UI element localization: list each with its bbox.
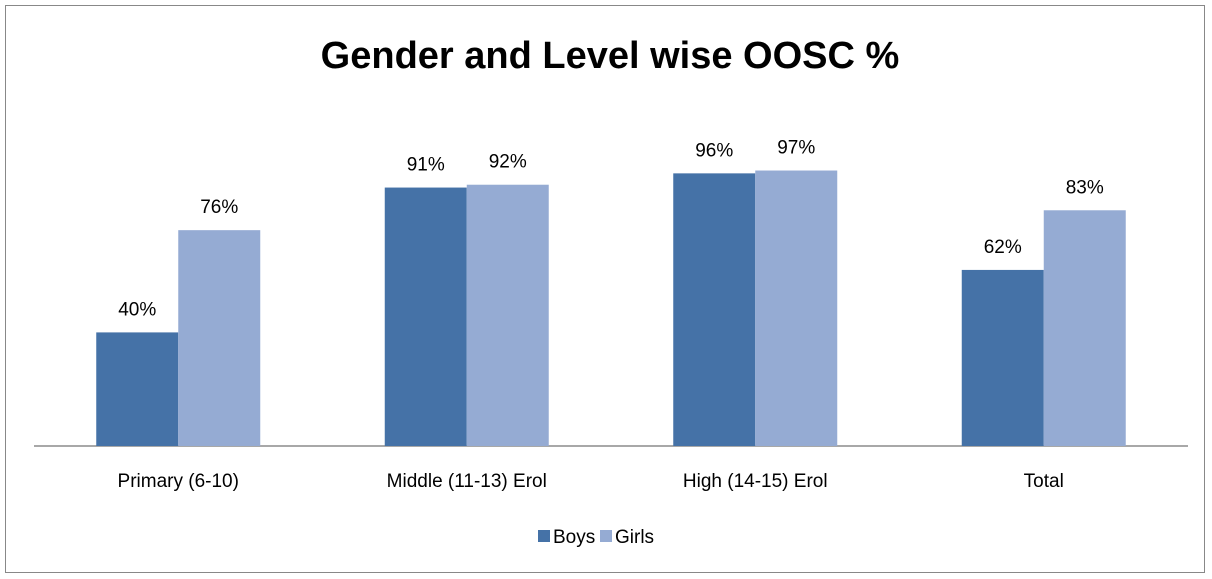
data-label-girls-0: 76% [200, 197, 238, 218]
category-label-1: Middle (11-13) Erol [387, 471, 547, 492]
legend-swatch-boys [538, 530, 550, 542]
bar-girls-0 [178, 230, 261, 446]
data-label-boys-2: 96% [695, 140, 733, 161]
data-label-boys-1: 91% [407, 155, 445, 176]
bar-girls-3 [1043, 210, 1126, 446]
legend: Boys Girls [538, 527, 654, 548]
bar-boys-1 [384, 187, 467, 446]
data-label-boys-0: 40% [118, 299, 156, 320]
data-label-girls-2: 97% [777, 138, 815, 159]
bar-boys-0 [96, 332, 179, 446]
bar-boys-3 [961, 269, 1044, 446]
bar-girls-2 [755, 170, 838, 446]
category-label-3: Total [1024, 471, 1064, 492]
category-label-2: High (14-15) Erol [683, 471, 828, 492]
bar-boys-2 [673, 173, 756, 447]
category-label-0: Primary (6-10) [118, 471, 239, 492]
chart-title: Gender and Level wise OOSC % [321, 35, 900, 77]
legend-label-girls: Girls [615, 527, 654, 548]
bar-girls-1 [466, 184, 549, 446]
bars-group: 40% 76% Primary (6-10) 91% 92% Middle (11-13)… [96, 138, 1126, 492]
data-label-girls-1: 92% [489, 152, 527, 173]
data-label-girls-3: 83% [1066, 177, 1104, 198]
data-label-boys-3: 62% [984, 237, 1022, 258]
legend-label-boys: Boys [553, 527, 595, 548]
legend-swatch-girls [600, 530, 612, 542]
